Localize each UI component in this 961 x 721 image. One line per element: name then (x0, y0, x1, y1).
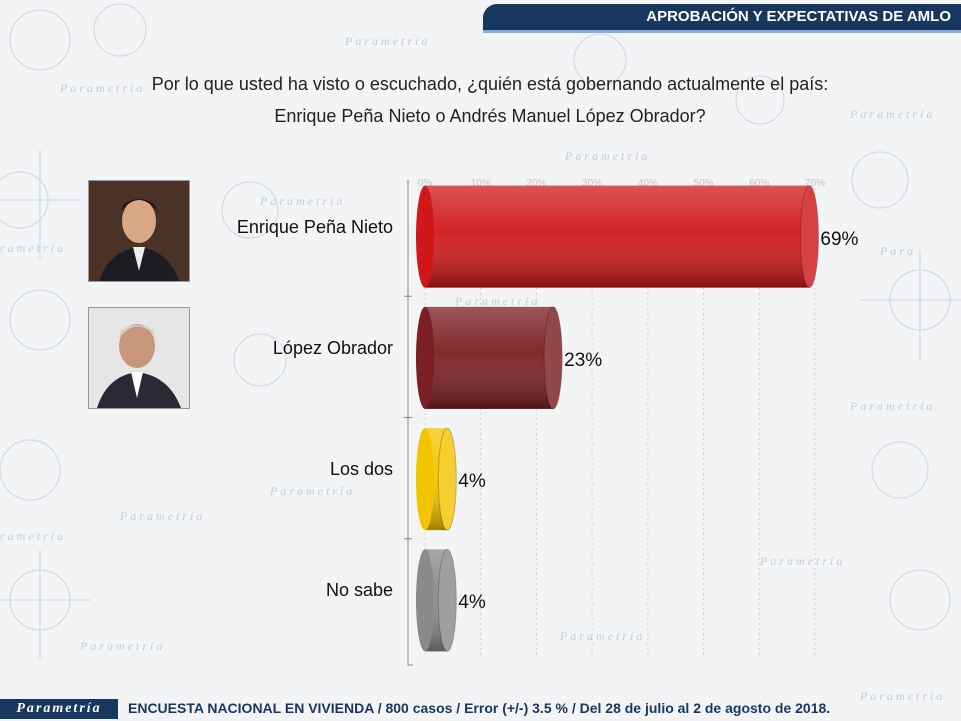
x-tick-label: 20% (526, 178, 546, 189)
footer: Parametría ENCUESTA NACIONAL EN VIVIENDA… (0, 697, 961, 721)
bar-cap-right (437, 548, 457, 652)
x-tick-label: 30% (582, 178, 602, 189)
category-label: Enrique Peña Nieto (236, 216, 393, 237)
bar-cap-right (437, 427, 457, 531)
x-tick-label: 70% (805, 178, 825, 189)
bar-shading (425, 306, 554, 409)
question-line-2: Enrique Peña Nieto o Andrés Manuel López… (274, 106, 706, 126)
header-title: APROBACIÓN Y EXPECTATIVAS DE AMLO (483, 4, 961, 33)
footer-logo: Parametría (0, 699, 118, 719)
bar-cap-highlight (438, 428, 457, 531)
bar-cap-left (416, 185, 434, 288)
bar-cap-highlight (438, 549, 457, 652)
bar-cap-highlight (544, 306, 563, 409)
bar-cap-right (799, 185, 819, 289)
bar-cap-left (416, 428, 434, 531)
value-label: 4% (458, 471, 486, 493)
bar-cap-left (416, 306, 434, 409)
bar-cap-right (543, 306, 563, 410)
y-axis-line (407, 180, 413, 666)
footer-note: ENCUESTA NACIONAL EN VIVIENDA / 800 caso… (128, 700, 831, 716)
x-tick-label: 10% (471, 178, 491, 189)
value-label: 4% (458, 592, 486, 614)
bar-cap-left (416, 549, 434, 652)
category-label: Los dos (329, 459, 393, 480)
value-label: 69% (820, 228, 859, 250)
photo-lopez-obrador (88, 307, 190, 409)
category-label: No sabe (325, 580, 393, 601)
bar-shading (425, 185, 810, 288)
question-text: Por lo que usted ha visto o escuchado, ¿… (60, 68, 920, 132)
category-label: López Obrador (272, 337, 393, 358)
x-tick-label: 50% (694, 178, 714, 189)
bar-cap-highlight (800, 185, 819, 288)
x-tick-label: 40% (638, 178, 658, 189)
question-line-1: Por lo que usted ha visto o escuchado, ¿… (151, 74, 829, 94)
x-tick-label: 60% (749, 178, 769, 189)
x-tick-label: 0% (418, 178, 433, 189)
photo-enrique-pena-nieto (88, 180, 190, 282)
value-label: 23% (564, 349, 603, 371)
